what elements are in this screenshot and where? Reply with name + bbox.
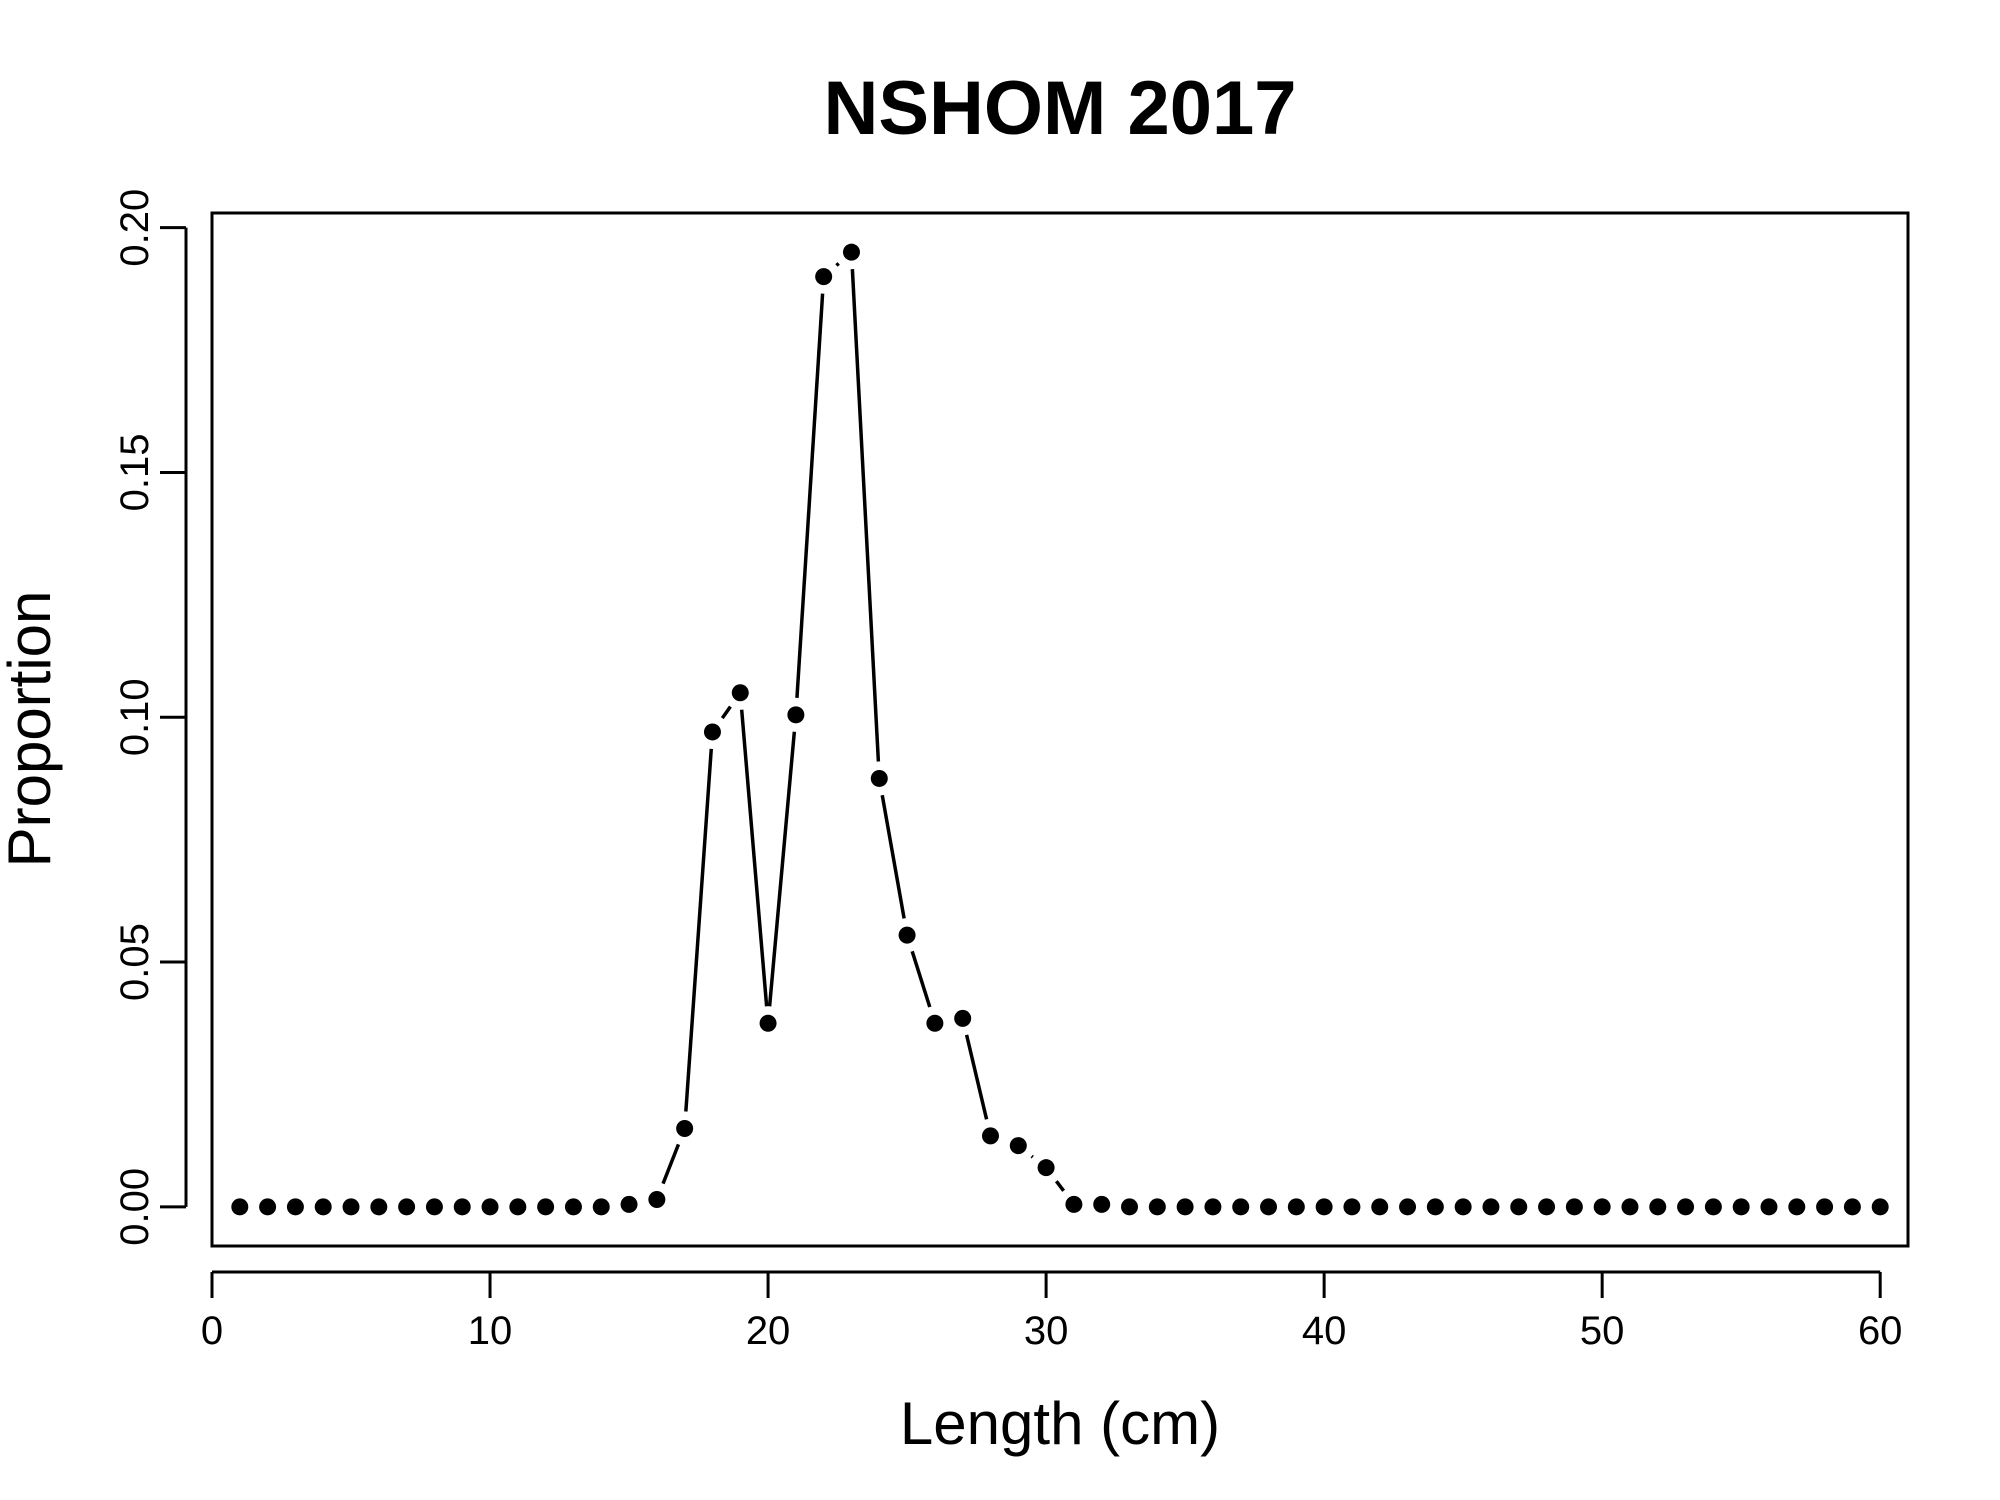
data-point [1510,1198,1528,1216]
series-line-segment [767,731,797,1007]
series-line-segment [739,709,769,1007]
data-point [370,1198,388,1216]
x-axis: 0 10 20 30 40 50 60 [201,1270,1903,1353]
data-point [731,684,749,702]
x-tick-label: 10 [468,1309,513,1353]
data-point [1399,1198,1417,1216]
data-point [648,1190,666,1208]
y-axis-label: Proportion [0,591,63,868]
x-tick-label: 40 [1302,1309,1347,1353]
data-point [1204,1198,1222,1216]
data-point [1148,1198,1166,1216]
data-point [1121,1198,1139,1216]
data-point [1621,1198,1639,1216]
series-line-segment [910,950,932,1008]
data-point [1649,1198,1667,1216]
data-point [592,1198,610,1216]
data-point [259,1198,277,1216]
data-point [1287,1198,1305,1216]
y-tick-label: 0.00 [113,1168,157,1246]
data-point [1037,1159,1055,1177]
data-point [564,1198,582,1216]
data-point [286,1198,304,1216]
data-point [314,1198,332,1216]
data-point [481,1198,499,1216]
data-point [1482,1198,1500,1216]
data-point [1426,1198,1444,1216]
series-line-segment [684,748,714,1112]
data-point [1788,1198,1806,1216]
x-tick-label: 0 [201,1309,223,1353]
data-point [1065,1195,1083,1213]
data-point [509,1198,527,1216]
data-point [1593,1198,1611,1216]
data-point [425,1198,443,1216]
x-tick-label: 50 [1580,1309,1625,1353]
data-point [1816,1198,1834,1216]
y-axis: 0.00 0.05 0.10 0.15 0.20 [113,189,188,1246]
data-point [954,1009,972,1027]
data-point [1093,1195,1111,1213]
data-point [759,1014,777,1032]
data-point [1009,1137,1027,1155]
series-line-segment [835,262,840,267]
data-point [787,706,805,724]
data-point [231,1198,249,1216]
data-series [231,243,1889,1216]
data-point [398,1198,416,1216]
x-tick-label: 20 [746,1309,791,1353]
data-point [981,1127,999,1145]
chart-title: NSHOM 2017 [823,66,1296,151]
series-line-segment [1030,1154,1034,1159]
y-tick-label: 0.10 [113,678,157,756]
data-point [676,1120,694,1138]
data-point [537,1198,555,1216]
data-point [1871,1198,1889,1216]
y-tick-label: 0.20 [113,189,157,267]
data-point [620,1195,638,1213]
data-point [1454,1198,1472,1216]
data-point [342,1198,360,1216]
series-line-segment [850,269,881,762]
series-line-segment [1054,1180,1066,1192]
data-point [1677,1198,1695,1216]
x-tick-label: 60 [1858,1309,1903,1353]
data-point [1565,1198,1583,1216]
data-point [898,926,916,944]
data-point [1232,1198,1250,1216]
y-tick-label: 0.15 [113,434,157,512]
data-point [703,723,721,741]
data-point [1704,1198,1722,1216]
series-line-segment [661,1143,681,1185]
data-point [842,243,860,261]
data-point [1843,1198,1861,1216]
series-line-segment [720,705,732,720]
series-line-segment [795,293,825,698]
data-point [1315,1198,1333,1216]
data-point [815,268,833,286]
data-point [1732,1198,1750,1216]
data-point [870,769,888,787]
data-point [453,1198,471,1216]
x-tick-label: 30 [1024,1309,1069,1353]
data-point [1760,1198,1778,1216]
series-line-segment [964,1034,989,1120]
x-axis-label: Length (cm) [900,1390,1220,1457]
data-point [1176,1198,1194,1216]
data-point [926,1014,944,1032]
plot-frame [210,211,1910,1248]
data-point [1371,1198,1389,1216]
data-point [1538,1198,1556,1216]
y-tick-label: 0.05 [113,923,157,1001]
series-line-segment [880,794,906,919]
data-point [1343,1198,1361,1216]
data-point [1260,1198,1278,1216]
